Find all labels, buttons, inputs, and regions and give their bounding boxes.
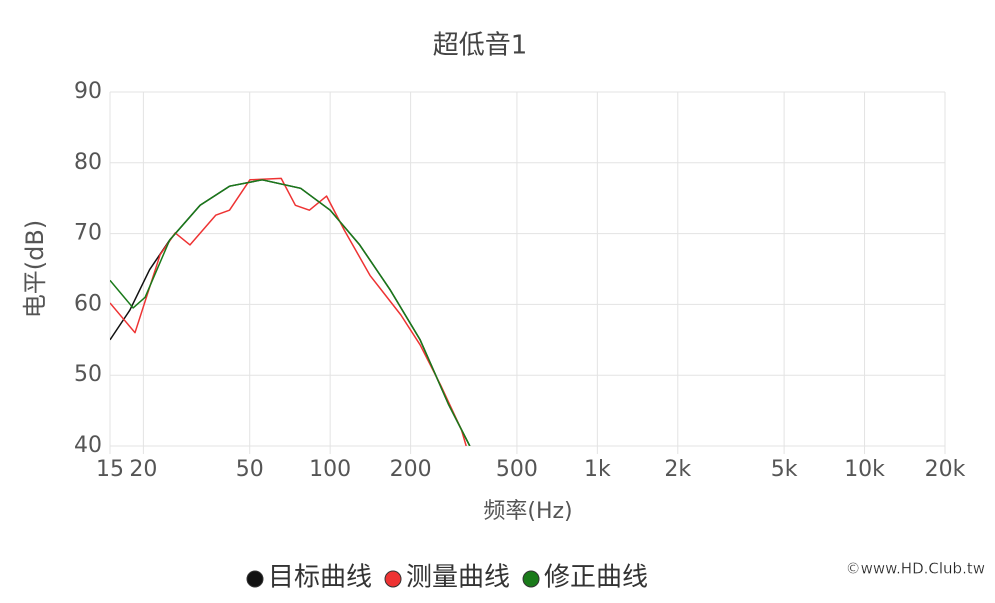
y-axis-label: 电平(dB): [21, 220, 49, 318]
legend: 目标曲线 测量曲线 修正曲线: [246, 563, 648, 593]
legend-marker[interactable]: [522, 570, 540, 588]
y-tick-label: 80: [74, 150, 102, 175]
x-tick-label: 200: [390, 457, 432, 482]
x-tick-label: 1k: [584, 457, 611, 482]
series-line: [110, 177, 467, 446]
y-tick-label: 70: [74, 221, 102, 246]
legend-label[interactable]: 测量曲线: [406, 563, 510, 593]
plot-area: [110, 177, 471, 446]
legend-label[interactable]: 修正曲线: [544, 563, 648, 593]
x-tick-label: 20: [129, 457, 157, 482]
x-tick-label: 2k: [664, 457, 691, 482]
x-tick-label: 5k: [771, 457, 798, 482]
x-tick-label: 100: [309, 457, 351, 482]
series-line: [110, 179, 471, 446]
legend-marker[interactable]: [384, 570, 402, 588]
x-axis-label: 频率(Hz): [483, 499, 572, 524]
chart-title: 超低音1: [433, 31, 528, 61]
x-tick-label: 15: [96, 457, 124, 482]
watermark: ©www.HD.Club.tw: [846, 560, 985, 578]
y-tick-label: 90: [74, 79, 102, 104]
grid: 40 50 60 70 80 90 15 20 50 100 200 500 1k 2k 5k 10k 20k: [74, 79, 966, 482]
x-tick-label: 500: [496, 457, 538, 482]
legend-marker[interactable]: [246, 570, 264, 588]
x-tick-label: 50: [236, 457, 264, 482]
x-tick-label: 10k: [844, 457, 885, 482]
legend-label[interactable]: 目标曲线: [268, 563, 372, 593]
y-tick-label: 50: [74, 362, 102, 387]
series-line: [110, 179, 471, 446]
y-tick-label: 40: [74, 433, 102, 458]
y-tick-label: 60: [74, 291, 102, 316]
x-tick-label: 20k: [925, 457, 966, 482]
